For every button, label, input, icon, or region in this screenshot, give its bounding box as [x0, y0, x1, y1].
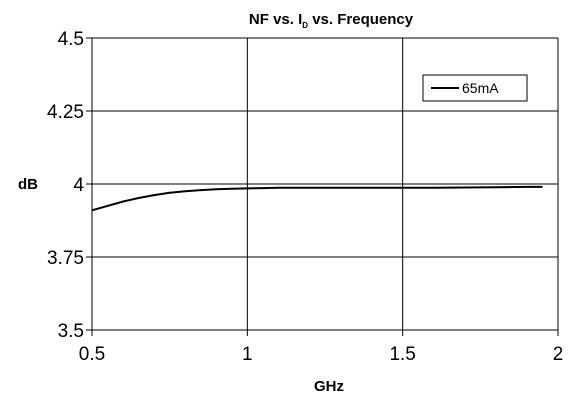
y-tick-label: 3.75	[47, 248, 84, 269]
x-tick-label: 1	[242, 344, 253, 365]
axes	[86, 37, 559, 336]
y-tick-labels: 4.5 4.25 4 3.75 3.5	[47, 29, 84, 342]
y-axis-label: dB	[18, 176, 38, 193]
x-tick-labels: 0.5 1 1.5 2	[79, 344, 564, 365]
y-tick-label: 4.25	[47, 102, 84, 123]
legend: 65mA	[422, 74, 528, 102]
y-tick-label: 4.5	[58, 29, 84, 50]
series	[91, 185, 543, 212]
y-tick-label: 4	[73, 175, 84, 196]
x-tick-label: 2	[553, 344, 564, 365]
legend-label-65ma: 65mA	[462, 80, 499, 96]
series-line-0	[91, 185, 543, 212]
y-tick-label: 3.5	[58, 321, 84, 342]
x-axis-label: GHz	[314, 378, 344, 395]
chart-title-rest: vs. Frequency	[308, 11, 414, 28]
chart-title-main: NF vs. I	[249, 11, 302, 28]
chart-title-subscript: D	[302, 21, 308, 30]
x-tick-label: 1.5	[389, 344, 415, 365]
x-tick-label: 0.5	[79, 344, 105, 365]
chart-title: NF vs. ID vs. Frequency	[249, 11, 414, 30]
